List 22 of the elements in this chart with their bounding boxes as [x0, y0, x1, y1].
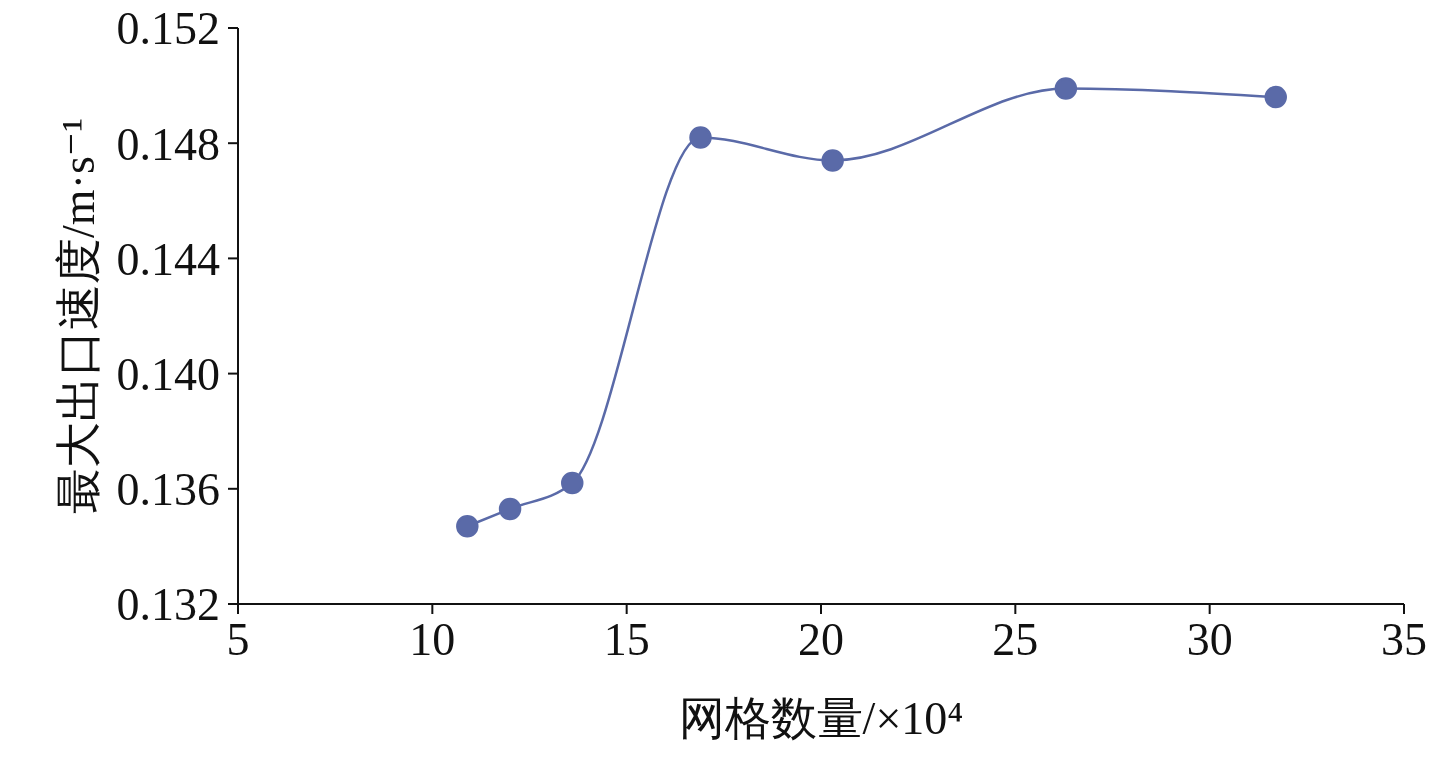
point [561, 471, 584, 495]
x-axis-title: 网格数量/×10⁴ [678, 693, 964, 744]
y-tick-label: 0.148 [116, 118, 220, 170]
point [821, 149, 844, 172]
x-tick-label: 5 [226, 613, 250, 665]
point [456, 514, 479, 538]
y-tick-label: 0.132 [116, 579, 220, 631]
point [498, 497, 522, 521]
x-tick-label: 20 [798, 613, 844, 665]
y-tick-label: 0.136 [116, 464, 220, 516]
y-tick-label: 0.140 [116, 348, 220, 400]
y-axis-title: 最大出口速度/m·s⁻¹ [53, 118, 105, 514]
x-tick-label: 35 [1381, 613, 1427, 665]
x-tick-label: 25 [992, 613, 1039, 665]
point [1054, 77, 1078, 100]
y-tick-label: 0.152 [116, 3, 220, 55]
point [1264, 85, 1287, 109]
point [689, 126, 712, 149]
y-tick-label: 0.144 [116, 233, 220, 285]
x-tick-label: 10 [409, 613, 456, 665]
x-tick-label: 30 [1186, 613, 1233, 665]
x-tick-label: 15 [603, 613, 650, 665]
